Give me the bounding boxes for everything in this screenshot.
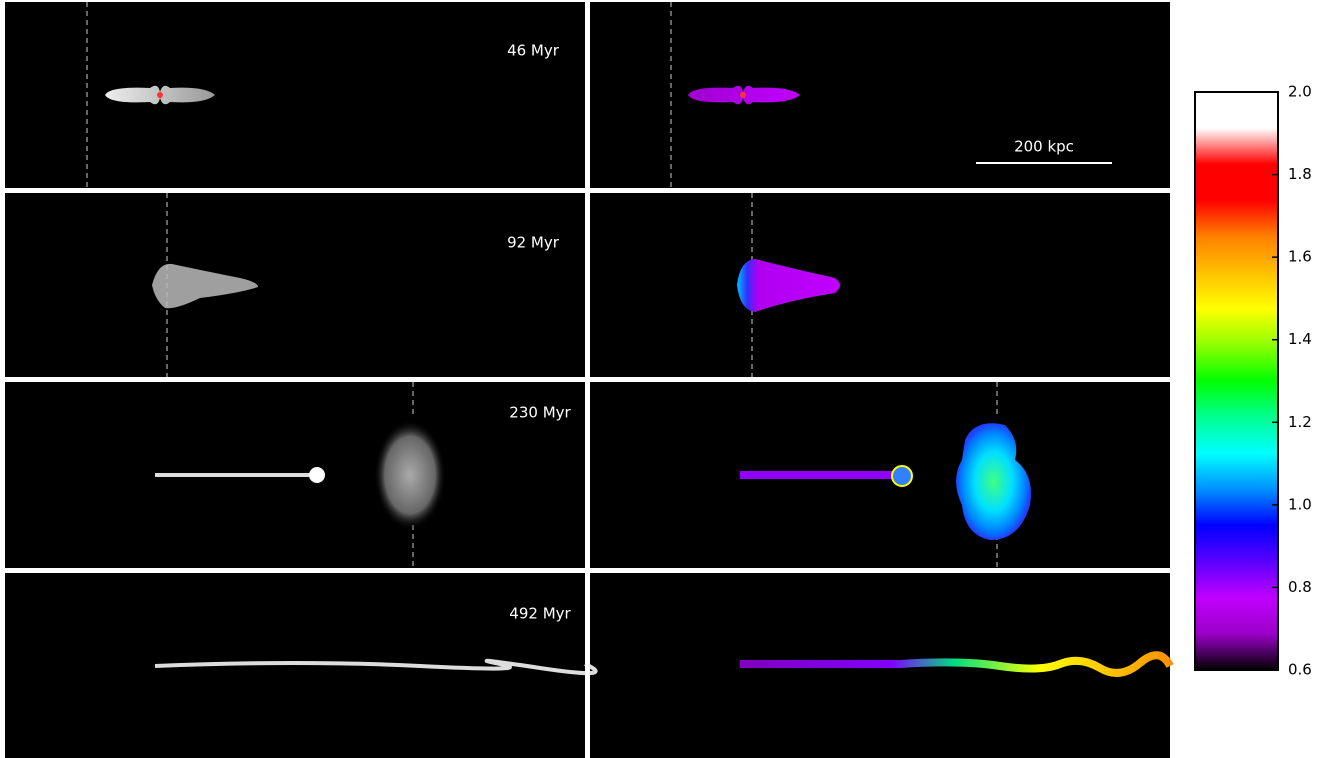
tick-label: 2.0 [1288,83,1312,101]
page: 46 Myr 92 Myr 230 Myr 492 Myr 200 kpc 0.… [0,0,1330,758]
panel-label: 230 Myr [509,404,571,422]
tick-label: 1.4 [1288,330,1312,348]
figure: 46 Myr 92 Myr 230 Myr 492 Myr 200 kpc 0.… [0,0,1330,758]
panel [5,193,585,377]
tick-label: 1.0 [1288,495,1312,513]
scale-bar-label: 200 kpc [1014,138,1074,156]
tick-label: 0.8 [1288,578,1312,596]
jet-lobe [374,420,446,530]
panel [590,193,1170,377]
panel [5,2,585,188]
colorbar [1195,92,1278,670]
tick-label: 1.6 [1288,248,1312,266]
panel-label: 46 Myr [507,42,560,60]
jet-head [892,466,912,486]
jet-beam [740,471,900,479]
panel-label: 492 Myr [509,605,571,623]
tick-label: 1.8 [1288,165,1312,183]
tick-label: 1.2 [1288,413,1312,431]
tick-label: 0.6 [1288,661,1312,679]
jet-beam [155,473,315,477]
panel-label: 92 Myr [507,234,560,252]
jet-head [309,467,325,483]
panel [590,2,1170,188]
jet-core [740,92,746,98]
jet-core [157,92,163,98]
